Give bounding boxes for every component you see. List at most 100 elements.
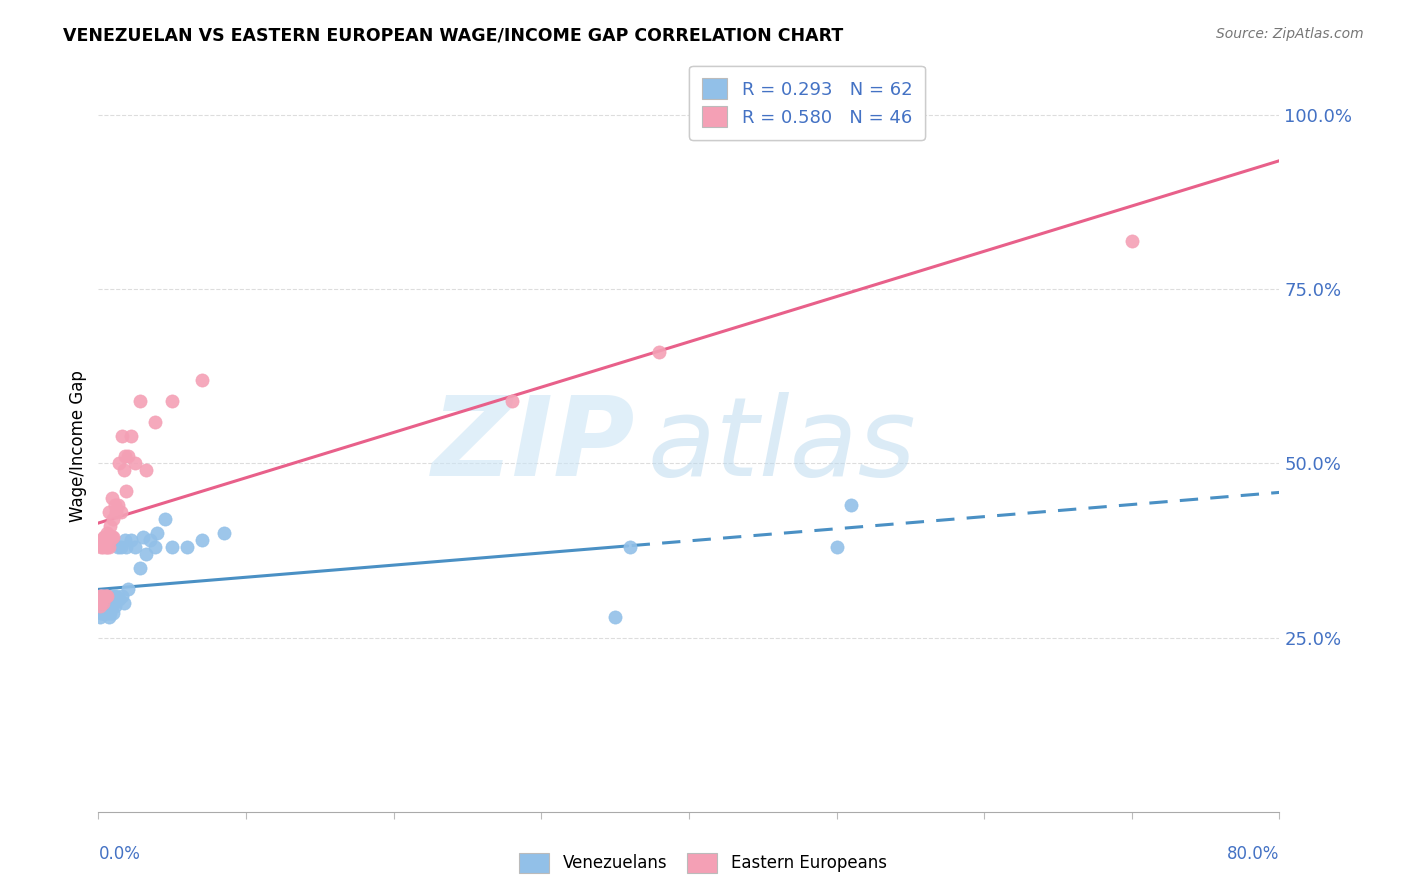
Point [153,512,176,526]
Point [110,540,132,554]
Point [501,393,523,408]
Text: atlas: atlas [648,392,917,500]
Point [100,530,122,544]
Point [605,609,627,624]
Point [94,599,117,614]
Point [97,609,120,624]
Point [91,596,114,610]
Point [648,345,671,359]
Point [98,592,121,607]
Point [105,589,128,603]
Point [91,540,114,554]
Point [93,606,115,620]
Point [132,530,155,544]
Point [91,533,114,547]
Point [146,526,169,541]
Point [103,530,125,544]
Point [112,463,135,477]
Point [94,592,117,607]
Point [128,561,150,575]
Point [93,530,115,544]
Point [94,606,117,620]
Point [107,498,129,512]
Point [90,603,112,617]
Point [94,540,117,554]
Text: 0.0%: 0.0% [98,845,141,863]
Point [90,596,112,610]
Point [93,599,115,614]
Point [143,415,166,429]
Point [96,596,118,610]
Text: ZIP: ZIP [432,392,636,500]
Point [90,589,112,603]
Point [89,603,111,617]
Point [93,530,115,544]
Point [90,592,112,607]
Point [93,596,115,610]
Point [97,540,120,554]
Point [89,589,111,603]
Point [105,505,128,519]
Point [103,589,125,603]
Point [112,596,135,610]
Point [104,498,127,512]
Point [114,450,136,464]
Point [89,609,111,624]
Y-axis label: Wage/Income Gap: Wage/Income Gap [69,370,87,522]
Point [93,589,115,603]
Point [98,533,121,547]
Point [841,498,863,512]
Point [162,393,183,408]
Point [94,533,117,547]
Point [97,599,120,614]
Point [176,540,198,554]
Point [91,599,114,614]
Point [104,599,127,614]
Point [135,547,157,561]
Point [135,463,157,477]
Point [107,540,129,554]
Point [110,505,132,519]
Point [90,606,112,620]
Point [108,592,131,607]
Point [103,606,125,620]
Point [114,533,136,547]
Point [96,589,118,603]
Point [139,533,162,547]
Point [124,457,146,471]
Point [89,599,111,614]
Point [90,599,112,614]
Point [115,484,138,499]
Point [97,592,120,607]
Point [98,599,121,614]
Text: Source: ZipAtlas.com: Source: ZipAtlas.com [1216,27,1364,41]
Point [128,393,150,408]
Point [97,530,120,544]
Point [96,526,118,541]
Point [103,592,125,607]
Point [91,589,114,603]
Point [162,540,183,554]
Point [94,589,117,603]
Point [90,540,112,554]
Point [619,540,641,554]
Point [191,373,214,387]
Point [124,540,146,554]
Point [825,540,848,554]
Point [100,491,122,506]
Point [117,582,139,596]
Legend: R = 0.293   N = 62, R = 0.580   N = 46: R = 0.293 N = 62, R = 0.580 N = 46 [689,66,925,140]
Point [103,512,125,526]
Point [97,505,120,519]
Point [96,589,118,603]
Point [111,428,134,442]
Point [97,596,120,610]
Point [96,540,118,554]
Point [98,519,121,533]
Point [89,596,111,610]
Point [91,606,114,620]
Point [117,450,139,464]
Point [100,596,122,610]
Text: VENEZUELAN VS EASTERN EUROPEAN WAGE/INCOME GAP CORRELATION CHART: VENEZUELAN VS EASTERN EUROPEAN WAGE/INCO… [63,27,844,45]
Point [212,526,235,541]
